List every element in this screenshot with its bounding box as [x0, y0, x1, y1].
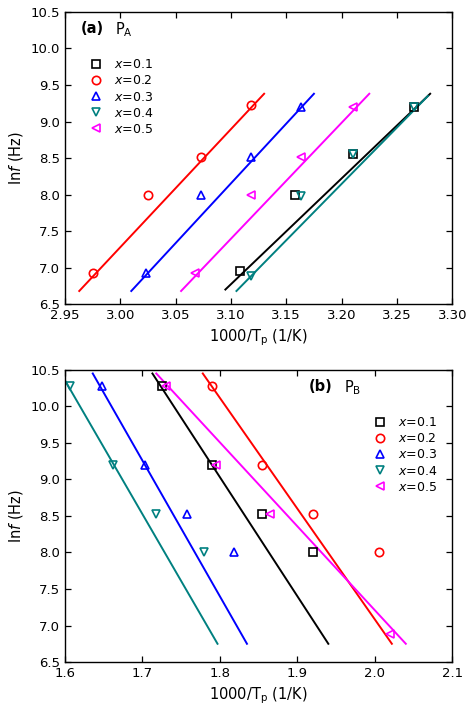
- Text: (a): (a): [81, 21, 103, 36]
- Legend: $x$=0.1, $x$=0.2, $x$=0.3, $x$=0.4, $x$=0.5: $x$=0.1, $x$=0.2, $x$=0.3, $x$=0.4, $x$=…: [79, 53, 158, 140]
- X-axis label: 1000/T$_\mathregular{p}$ (1/K): 1000/T$_\mathregular{p}$ (1/K): [209, 327, 308, 348]
- X-axis label: 1000/T$_\mathregular{p}$ (1/K): 1000/T$_\mathregular{p}$ (1/K): [209, 685, 308, 706]
- Y-axis label: ln$f$ (Hz): ln$f$ (Hz): [7, 131, 25, 185]
- Legend: $x$=0.1, $x$=0.2, $x$=0.3, $x$=0.4, $x$=0.5: $x$=0.1, $x$=0.2, $x$=0.3, $x$=0.4, $x$=…: [363, 411, 442, 498]
- Text: (b): (b): [309, 379, 333, 394]
- Text: $\mathrm{P_A}$: $\mathrm{P_A}$: [115, 21, 133, 39]
- Y-axis label: ln$f$ (Hz): ln$f$ (Hz): [7, 489, 25, 543]
- Text: $\mathrm{P_B}$: $\mathrm{P_B}$: [344, 379, 361, 397]
